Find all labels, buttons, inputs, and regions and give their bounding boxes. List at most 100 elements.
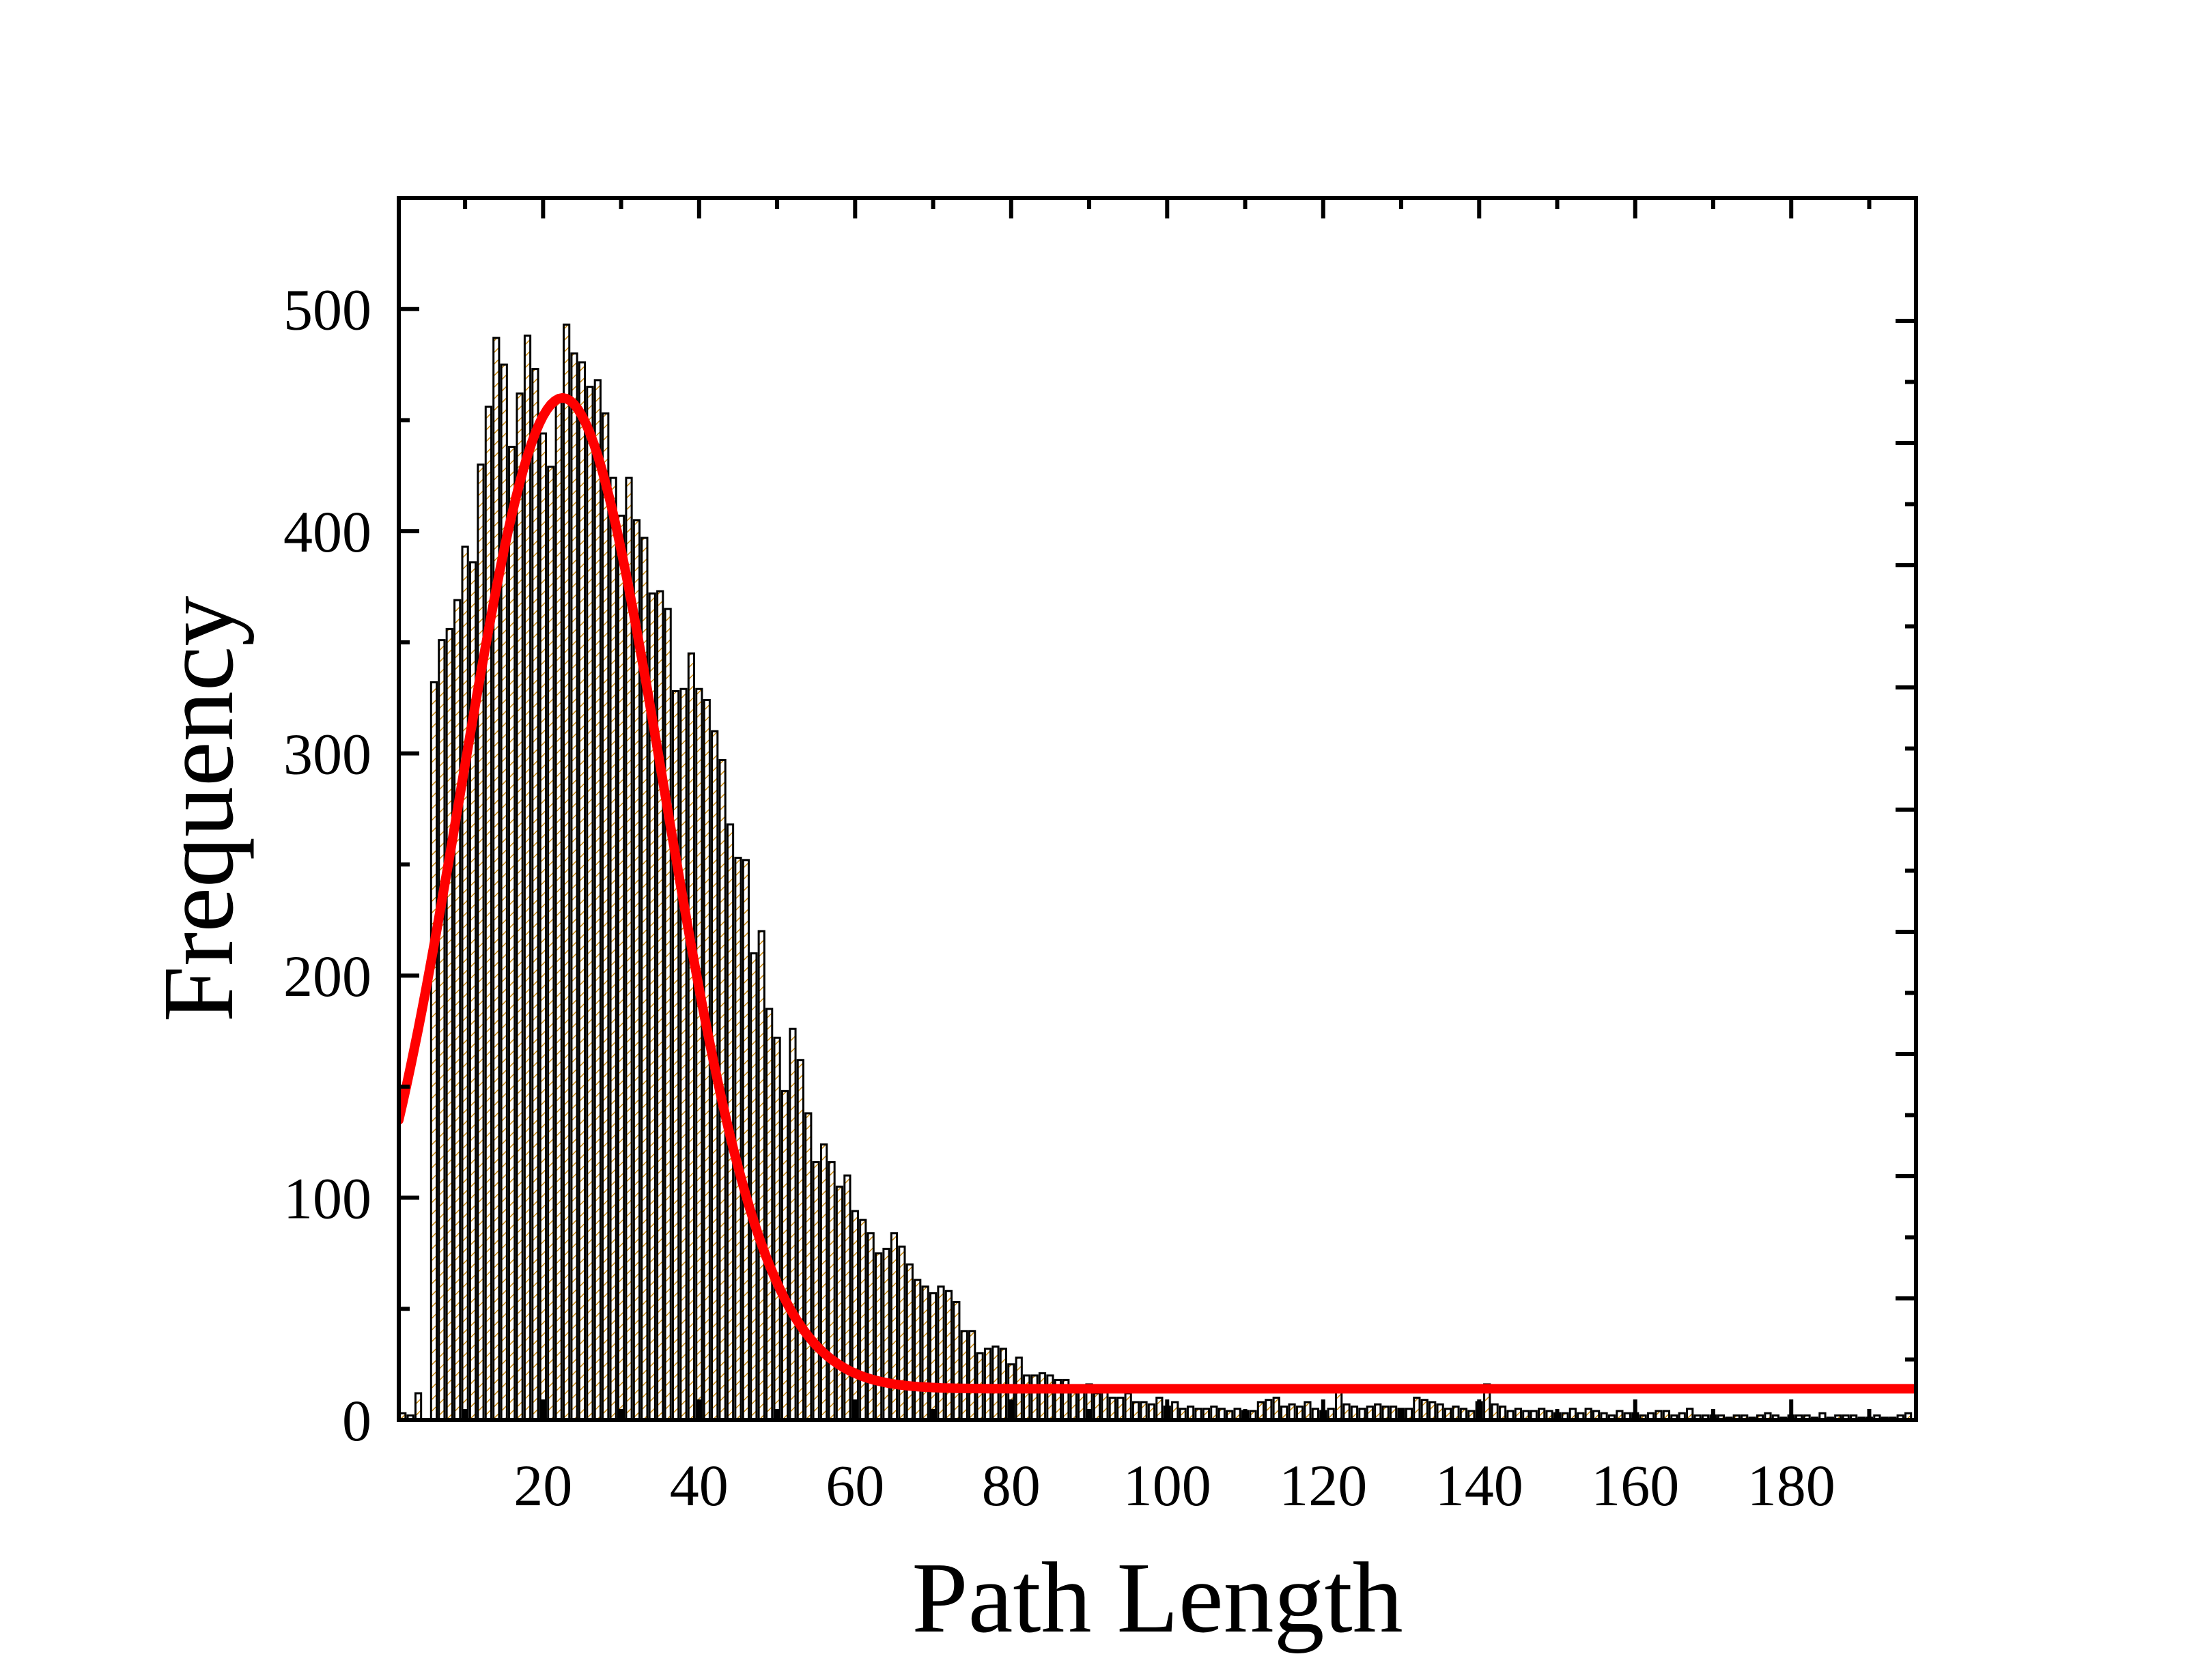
histogram-bar (508, 446, 516, 1420)
y-axis-label: Frequency (143, 596, 255, 1023)
histogram-bar (789, 1027, 797, 1420)
histogram-bar (438, 639, 446, 1420)
histogram-bar (461, 545, 469, 1420)
histogram-bar (1116, 1396, 1125, 1420)
histogram-bar (914, 1279, 922, 1420)
histogram-bar (1428, 1401, 1437, 1420)
histogram-bar (1038, 1372, 1047, 1420)
histogram-bar (882, 1247, 890, 1420)
x-tick-label: 140 (1435, 1453, 1523, 1518)
y-tick-label: 500 (283, 277, 371, 343)
histogram-bar (547, 466, 555, 1420)
x-tick-label: 80 (982, 1453, 1041, 1518)
y-tick-label: 300 (283, 722, 371, 787)
histogram-bar (1272, 1396, 1280, 1420)
histogram-bar (1054, 1378, 1062, 1420)
histogram-bar (898, 1245, 906, 1420)
histogram-bar (414, 1392, 423, 1420)
histogram-bar (1131, 1401, 1140, 1420)
histogram-bar (1436, 1403, 1444, 1420)
histogram-bar (477, 464, 485, 1420)
x-tick-label: 60 (826, 1453, 884, 1518)
histogram-bar (484, 405, 493, 1420)
histogram-bar (1256, 1401, 1265, 1420)
histogram-bar (664, 608, 672, 1420)
histogram-bar (1288, 1403, 1296, 1420)
histogram-bar (859, 1219, 867, 1420)
y-tick-label: 400 (283, 499, 371, 565)
axis-ticks (399, 196, 1916, 1422)
histogram-bar (773, 1036, 781, 1420)
histogram-bar (687, 652, 696, 1420)
histogram-bar (1171, 1401, 1179, 1420)
histogram-bar (656, 590, 664, 1420)
histogram-bar (516, 392, 524, 1420)
histogram-bar (757, 930, 765, 1420)
fit-curve-group (399, 393, 1916, 1394)
fit-curve (399, 393, 1916, 1394)
histogram-bar (1147, 1403, 1156, 1420)
y-tick-label: 0 (342, 1388, 371, 1453)
histogram-bar (1124, 1392, 1132, 1420)
histogram-bar (586, 386, 594, 1420)
x-tick-label: 180 (1747, 1453, 1835, 1518)
histogram-bar (453, 599, 462, 1420)
histogram-bar (937, 1285, 945, 1420)
histogram-bar (765, 1008, 774, 1420)
histogram-bar (1023, 1374, 1031, 1420)
histogram-bar (531, 368, 539, 1420)
histogram-bar (1046, 1374, 1054, 1420)
histogram-bar (617, 514, 625, 1420)
histogram-bar (1342, 1403, 1351, 1420)
histogram-bar (796, 1059, 804, 1420)
histogram-bar (1140, 1401, 1148, 1420)
y-tick-label: 200 (283, 943, 371, 1009)
x-tick-label: 40 (670, 1453, 729, 1518)
histogram-bar (609, 476, 617, 1420)
histogram-bar (851, 1210, 859, 1420)
histogram-bar (944, 1290, 953, 1420)
histogram-bar (468, 561, 477, 1420)
histogram-bar (1101, 1390, 1109, 1420)
histogram-bar (1374, 1403, 1382, 1420)
histogram-bar (734, 857, 742, 1420)
histogram-bar (570, 352, 578, 1420)
histogram-bar (804, 1112, 813, 1420)
histogram-bar (1304, 1401, 1312, 1420)
y-tick-label: 100 (283, 1166, 371, 1231)
histogram-bar (874, 1252, 883, 1420)
histogram-bar (578, 361, 587, 1420)
x-tick-label: 20 (513, 1453, 572, 1518)
x-axis-label: Path Length (912, 1542, 1403, 1654)
histogram-bar (750, 952, 758, 1420)
histogram-bar (1069, 1390, 1078, 1420)
histogram-bar (492, 337, 501, 1420)
histogram-bar (625, 476, 633, 1420)
histogram-bar (695, 687, 703, 1420)
histogram-bar (445, 627, 453, 1420)
histogram-bar (1491, 1403, 1499, 1420)
histogram-bar (430, 681, 438, 1420)
histogram-bar (602, 412, 610, 1420)
histogram-bar (1093, 1392, 1101, 1420)
histogram-bar (500, 363, 508, 1420)
histogram-bar (671, 690, 680, 1420)
x-tick-label: 160 (1591, 1453, 1679, 1518)
histogram-bar (835, 1185, 844, 1420)
histogram-bar (843, 1174, 851, 1420)
histogram-bar (812, 1161, 820, 1420)
histogram-bar (1030, 1374, 1039, 1420)
histogram-bar (1108, 1396, 1116, 1420)
histogram-bar (867, 1232, 875, 1420)
histogram-bar (828, 1161, 836, 1420)
x-tick-label: 120 (1279, 1453, 1367, 1518)
histogram-bar (991, 1346, 1000, 1420)
histogram-bar (554, 401, 563, 1420)
histogram-bar (780, 1090, 789, 1420)
histogram-bar (523, 334, 532, 1420)
histogram-bar (968, 1330, 976, 1420)
histogram-bar (960, 1330, 968, 1420)
tick-labels: 20 40 60 80 100 120 140 160 180 0 100 200 300 400 500 (283, 277, 1835, 1518)
histogram-bar (1265, 1399, 1273, 1420)
